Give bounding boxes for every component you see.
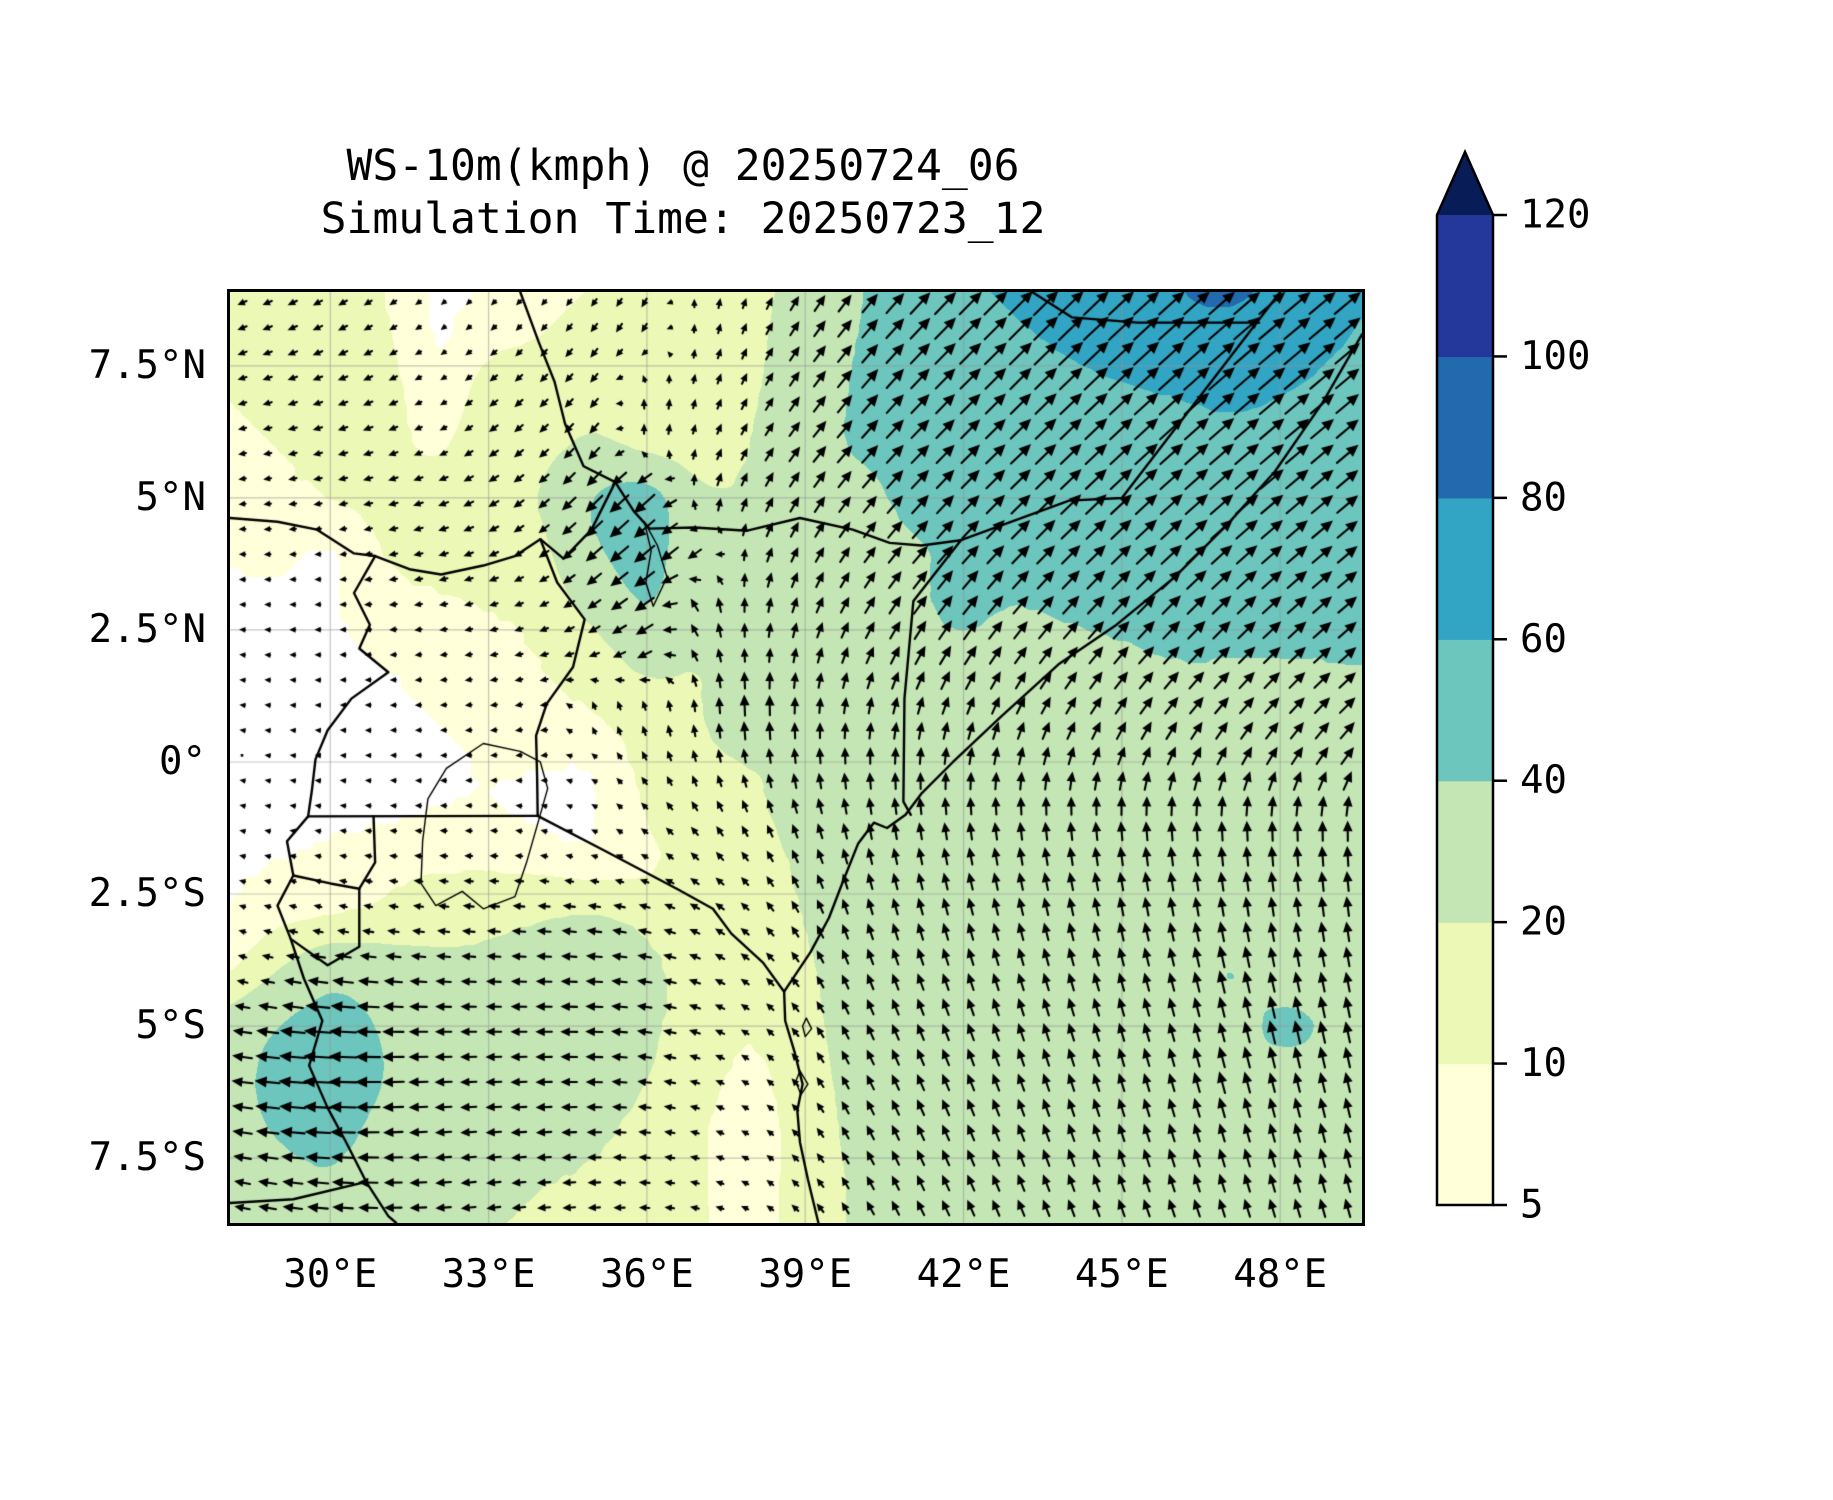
colorbar-segment [1437,639,1493,782]
colorbar-tick-label: 120 [1520,193,1590,238]
y-axis-tick-label: 5°S [135,1003,206,1049]
colorbar-segment [1437,780,1493,923]
colorbar: 5 10 20 40 60 80 100 120 [1435,148,1590,1228]
y-axis-tick-label: 5°N [135,474,206,520]
wind-map-canvas [230,292,1362,1223]
map-frame [227,289,1365,1226]
plot-title-line2: Simulation Time: 20250723_12 [320,194,1046,244]
plot-title-line1: WS-10m(kmph) @ 20250724_06 [346,141,1020,191]
x-axis-tick-label: 45°E [1074,1252,1169,1297]
x-axis-tick-label: 36°E [599,1252,694,1297]
colorbar-segment [1437,922,1493,1065]
colorbar-tick-label: 5 [1520,1183,1543,1228]
colorbar-segment [1437,1063,1493,1206]
colorbar-tick-label: 40 [1520,758,1567,803]
x-axis-tick-label: 33°E [441,1252,536,1297]
y-axis-tick-label: 0° [159,738,206,784]
colorbar-tick-label: 80 [1520,475,1567,520]
colorbar-outline [1435,148,1495,1207]
x-axis: 30°E 33°E 36°E 39°E 42°E 45°E 48°E [230,1252,1362,1312]
x-axis-tick-label: 30°E [283,1252,378,1297]
colorbar-segment [1437,215,1493,358]
colorbar-segment [1437,356,1493,499]
x-axis-tick-label: 42°E [916,1252,1011,1297]
y-axis-tick-label: 2.5°N [88,606,206,652]
y-axis-tick-label: 2.5°S [88,871,206,916]
y-axis: 7.5°N 5°N 2.5°N 0° 2.5°S 5°S 7.5°S [0,0,212,1400]
y-axis-tick-label: 7.5°N [88,342,206,388]
x-axis-tick-label: 39°E [758,1252,853,1297]
colorbar-extend-arrow [1437,152,1493,215]
x-axis-tick-label: 48°E [1233,1252,1328,1297]
colorbar-tick-label: 60 [1520,617,1567,662]
plot-title: WS-10m(kmph) @ 20250724_06 Simulation Ti… [133,140,1233,246]
colorbar-segment [1437,497,1493,640]
colorbar-tick-label: 10 [1520,1041,1567,1086]
colorbar-tick-label: 100 [1520,334,1590,379]
colorbar-tick-label: 20 [1520,900,1567,945]
y-axis-tick-label: 7.5°S [88,1135,206,1181]
